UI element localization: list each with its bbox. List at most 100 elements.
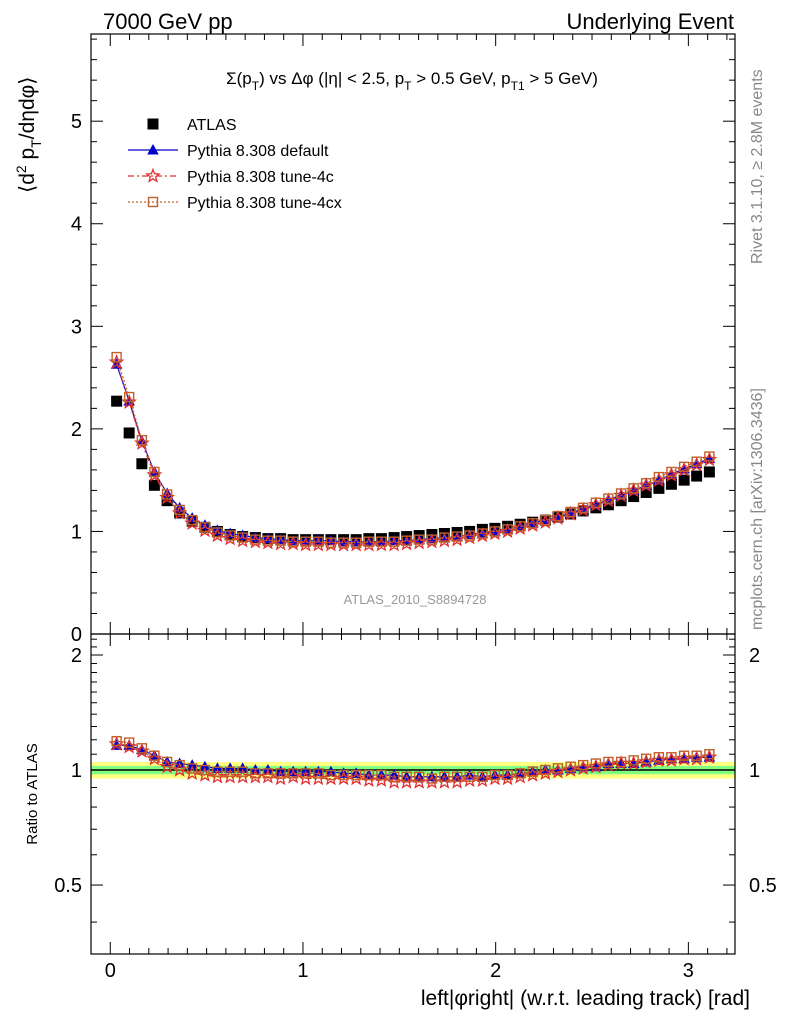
data-point-tune4cx xyxy=(489,526,501,537)
data-point-tune4cx xyxy=(174,504,185,516)
data-point-tune4cx xyxy=(111,351,122,363)
data-point-default xyxy=(337,535,350,547)
legend-marker-tune4cx xyxy=(147,196,159,208)
series-line-tune4c xyxy=(116,362,710,546)
legend-marker-default xyxy=(147,144,159,155)
ratio-point-tune4cx xyxy=(338,769,349,781)
data-point-tune4cx xyxy=(388,536,400,547)
ratio-point-tune4cx xyxy=(313,768,324,779)
title-part-end: > 5 GeV) xyxy=(525,69,598,88)
ratio-ylabel: Ratio to ATLAS xyxy=(24,743,41,844)
legend-label-atlas: ATLAS xyxy=(187,117,237,134)
x-tick-label: 1 xyxy=(297,960,308,982)
ratio-point-tune4cx xyxy=(540,764,551,776)
data-point-atlas xyxy=(665,478,677,490)
ratio-point-tune4cx xyxy=(691,750,702,761)
ratio-point-tune4cx xyxy=(552,763,564,774)
ratio-point-tune4cx xyxy=(527,766,538,777)
ratio-point-tune4cx xyxy=(640,753,652,765)
mcplots-label: mcplots.cern.ch [arXiv:1306.3436] xyxy=(749,388,766,630)
chart-title: Σ(pT) vs Δφ (|η| < 2.5, pT > 0.5 GeV, pT… xyxy=(226,69,598,93)
data-point-default xyxy=(413,533,425,545)
ratio-point-tune4cx xyxy=(262,768,274,779)
data-point-tune4cx xyxy=(350,537,362,548)
data-point-default xyxy=(426,532,438,544)
ratio-point-tune4cx xyxy=(199,764,211,776)
legend-marker-atlas xyxy=(147,118,159,130)
ratio-point-tune4cx xyxy=(477,771,488,783)
data-point-tune4cx xyxy=(250,534,261,545)
ylabel-part-sub: T xyxy=(28,139,44,148)
data-point-default xyxy=(463,528,476,540)
ratio-point-tune4cx xyxy=(704,749,715,760)
ratio-point-tune4cx xyxy=(174,759,185,771)
main-ytick-label: 2 xyxy=(71,419,82,441)
data-point-tune4cx xyxy=(666,466,677,478)
main-ytick-label: 0 xyxy=(71,624,82,646)
data-point-tune4cx xyxy=(577,502,589,514)
data-point-atlas xyxy=(615,495,627,507)
data-point-atlas xyxy=(136,458,148,470)
ratio-ytick-label: 2 xyxy=(71,645,82,667)
ratio-point-tune4cx xyxy=(123,737,135,748)
ylabel-part-sup: 2 xyxy=(13,165,29,173)
x-tick-label: 3 xyxy=(683,960,694,982)
x-tick-label: 0 xyxy=(105,960,116,982)
ratio-point-tune4cx xyxy=(653,752,665,763)
data-point-tune4cx xyxy=(123,391,135,403)
ratio-point-tune4cx xyxy=(287,768,299,779)
rivet-label: Rivet 3.1.10, ≥ 2.8M events xyxy=(749,69,766,264)
ratio-point-tune4cx xyxy=(489,769,501,781)
ratio-point-tune4cx xyxy=(678,750,690,761)
ratio-point-tune4cx xyxy=(149,750,160,761)
data-point-tune4cx xyxy=(338,537,349,548)
ratio-ytick-label-right: 0.5 xyxy=(749,875,777,897)
data-point-tune4cx xyxy=(678,461,690,473)
ratio-ytick-label: 0.5 xyxy=(54,875,82,897)
data-point-tune4cx xyxy=(439,532,450,543)
header-right: Underlying Event xyxy=(566,9,734,34)
data-point-tune4cx xyxy=(451,531,463,542)
data-point-default xyxy=(363,535,375,547)
data-point-default xyxy=(539,514,552,525)
ratio-point-tune4cx xyxy=(628,755,639,766)
ylabel-part-open: ⟨d xyxy=(16,173,39,193)
main-series-layer xyxy=(108,351,718,552)
ratio-point-tune4cx xyxy=(376,769,387,781)
data-point-tune4cx xyxy=(615,488,627,499)
legend: ATLAS Pythia 8.308 default Pythia 8.308 tu… xyxy=(128,117,342,212)
main-ytick-label: 1 xyxy=(71,521,82,543)
ratio-point-tune4cx xyxy=(224,766,236,777)
data-point-atlas xyxy=(678,474,690,486)
data-point-default xyxy=(438,531,451,543)
main-ytick-label: 3 xyxy=(71,316,82,338)
main-ytick-label: 5 xyxy=(71,111,82,133)
title-part-vs: ) vs Δφ (|η| < 2.5, p xyxy=(259,69,404,88)
ratio-point-tune4cx xyxy=(275,768,286,779)
data-point-tune4cx xyxy=(401,535,412,546)
ratio-point-tune4cx xyxy=(350,769,362,781)
data-point-tune4cx xyxy=(464,530,475,541)
ratio-point-default xyxy=(526,765,539,777)
data-point-tune4cx xyxy=(224,530,236,541)
data-point-default xyxy=(400,534,413,546)
data-point-tune4cx xyxy=(237,532,248,543)
data-point-atlas xyxy=(111,395,123,407)
ratio-point-tune4cx xyxy=(401,771,412,783)
analysis-label: ATLAS_2010_S8894728 xyxy=(344,592,487,607)
ylabel-part-rest: /dηdφ⟩ xyxy=(16,77,39,140)
ratio-point-tune4cx xyxy=(136,743,148,754)
ratio-point-tune4cx xyxy=(111,735,122,747)
ratio-point-tune4cx xyxy=(237,766,248,777)
ratio-point-tune4cx xyxy=(577,759,589,771)
data-point-tune4cx xyxy=(552,510,564,522)
ratio-point-tune4cx xyxy=(502,769,513,781)
data-point-atlas xyxy=(653,482,665,494)
data-point-tune4cx xyxy=(161,489,173,500)
main-ylabel: ⟨d2 pT/dηdφ⟩ xyxy=(13,77,44,193)
data-point-tune4cx xyxy=(514,521,526,532)
ratio-ytick-label: 1 xyxy=(71,760,82,782)
ratio-point-tune4cx xyxy=(413,771,425,783)
ratio-point-tune4cx xyxy=(451,771,463,783)
ratio-point-tune4cx xyxy=(325,769,337,781)
